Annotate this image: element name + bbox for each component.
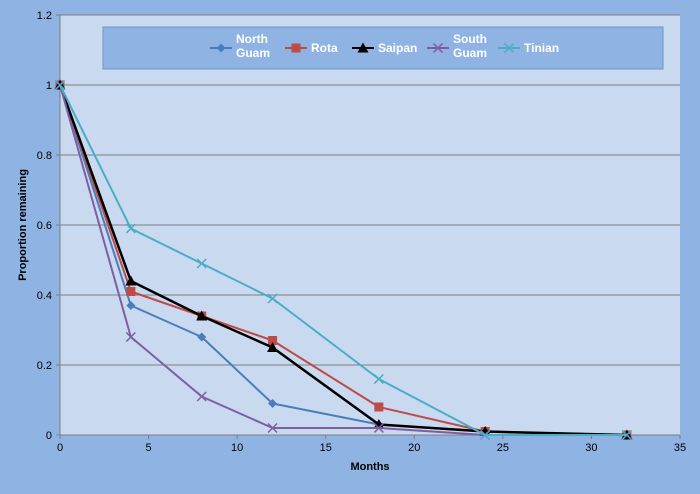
data-point [357, 42, 369, 53]
data-point [621, 429, 632, 441]
legend-item: Rota [285, 41, 338, 55]
legend-item: North Guam [210, 32, 270, 60]
data-point [267, 342, 279, 352]
x-tick-label: 15 [320, 442, 332, 454]
data-point [216, 43, 226, 53]
data-point [373, 373, 384, 385]
data-point [268, 336, 278, 345]
y-tick-label: 0.6 [37, 220, 52, 232]
data-point [373, 419, 385, 429]
x-tick-label: 5 [146, 442, 152, 454]
legend-label: Saipan [378, 41, 417, 55]
data-point [126, 287, 136, 296]
data-point [374, 402, 384, 412]
data-point [54, 79, 66, 91]
data-point [125, 331, 136, 343]
data-point [197, 332, 207, 342]
y-tick-label: 0.2 [37, 360, 52, 372]
y-tick-label: 1 [46, 80, 52, 92]
y-tick-label: 0 [46, 430, 52, 442]
x-tick-label: 10 [231, 442, 243, 454]
y-tick-label: 1.2 [37, 10, 52, 22]
x-tick-label: 20 [408, 442, 420, 454]
data-point [125, 223, 136, 234]
data-point [196, 258, 207, 269]
data-point [267, 293, 278, 304]
y-axis-title: Proportion remaining [17, 169, 29, 281]
data-point [196, 310, 208, 321]
legend-label: Rota [311, 41, 338, 55]
y-tick-label: 0.4 [37, 290, 52, 302]
legend-box [102, 26, 664, 70]
legend-label: Tinian [524, 41, 559, 55]
legend-label: North Guam [236, 32, 270, 60]
data-point [125, 275, 137, 286]
data-point [480, 429, 491, 441]
x-tick-label: 35 [674, 442, 686, 454]
data-point [291, 43, 301, 53]
data-point [196, 391, 207, 402]
data-point [268, 399, 278, 408]
legend-item: South Guam [427, 32, 487, 60]
series-tinian [54, 79, 632, 441]
data-point [503, 42, 515, 54]
data-point [373, 422, 384, 434]
y-tick-label: 0.8 [37, 150, 52, 162]
x-tick-label: 30 [585, 442, 597, 454]
legend-item: Tinian [498, 41, 559, 55]
legend-label: South Guam [453, 32, 487, 60]
x-axis-title: Months [350, 461, 389, 473]
legend: North Guam Rota Saipan South Guam Tinian [102, 26, 664, 70]
x-tick-label: 25 [497, 442, 509, 454]
data-point [267, 422, 278, 434]
data-point [432, 42, 444, 54]
data-point [126, 301, 136, 310]
legend-item: Saipan [352, 41, 417, 55]
x-tick-label: 0 [57, 442, 63, 454]
